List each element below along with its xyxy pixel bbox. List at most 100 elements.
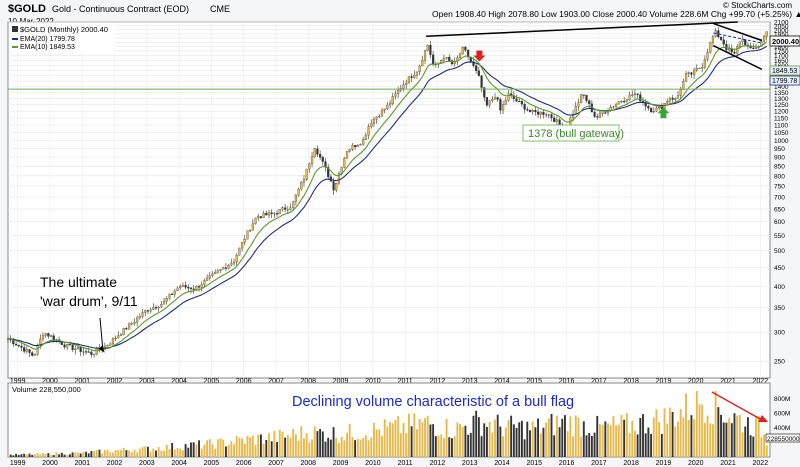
volume-bar [319,429,322,457]
candle-down [582,94,585,96]
candle-down [284,207,287,210]
volume-bar [324,441,327,457]
candle-up [351,145,354,150]
candle-up [442,58,445,61]
volume-bar [612,416,615,457]
year-tick-label: 2011 [398,378,413,385]
volume-bar [480,436,483,457]
candle-up [633,93,637,96]
candle-up [305,168,308,180]
candle-down [28,349,31,353]
candle-down [623,101,626,103]
year-tick-label: 2016 [559,378,575,385]
volume-bar [633,430,636,457]
candle-up [676,95,680,99]
volume-bar [146,446,149,457]
price-tick-label: 400 [774,284,785,291]
volume-bar [741,432,744,457]
candle-up [165,298,168,302]
volume-tick-label: 800M [774,396,790,403]
volume-bar [553,435,556,457]
volume-bar [693,419,696,457]
candle-up [300,181,303,190]
year-tick-label: 2008 [300,378,316,385]
candle-up [571,114,575,119]
candle-up [547,114,550,116]
candle-up [461,46,464,55]
volume-bar [128,450,131,457]
candle-up [701,67,704,69]
candle-up [491,98,494,101]
volume-bar [499,426,502,457]
volume-year-tick-label: 2019 [656,460,672,467]
year-tick-label: 2012 [430,378,446,385]
volume-bar [733,413,736,457]
volume-bar [749,435,752,457]
volume-bar [297,440,300,457]
annotation-bull-gateway: 1378 (bull gateway) [528,128,624,140]
year-tick-label: 2007 [268,378,284,385]
candle-up [308,163,311,170]
candle-up [343,158,346,168]
candle-down [321,157,324,162]
candle-down [496,97,499,100]
volume-bar [125,450,128,457]
candle-down [275,213,279,215]
volume-bar [539,433,542,457]
candle-up [555,119,558,122]
year-tick-label: 2004 [171,378,187,385]
candle-up [501,104,505,111]
candle-up [335,182,338,191]
candle-up [539,111,542,115]
volume-year-tick-label: 2022 [753,460,769,467]
volume-bar [335,437,338,457]
flag-dashed-line [713,32,763,44]
price-tick-label: 2100 [774,20,789,27]
volume-bar [284,437,287,457]
candle-up [394,93,397,97]
volume-bar [564,415,566,457]
volume-bar [394,419,397,457]
candle-down [585,94,588,101]
last-price-text: 2000.40 [772,37,799,46]
volume-bar [77,452,79,457]
volume-bar [523,439,526,457]
trendline-2 [713,22,763,42]
legend-main-swatch [12,26,18,32]
ema-lines [7,41,768,352]
candle-up [698,67,701,69]
candle-down [410,76,413,78]
volume-year-tick-label: 2014 [494,460,510,467]
price-tick-label: 1700 [774,53,789,60]
candle-down [475,65,478,71]
candle-down [536,111,540,115]
price-tick-label: 1100 [774,123,788,130]
volume-bar [502,436,505,457]
volume-bar [276,442,279,457]
ema10-badge [769,65,800,76]
candle-down [558,119,561,125]
volume-bar [679,409,682,457]
volume-bar [410,426,413,457]
price-tick-label: 500 [774,248,785,255]
candle-up [531,110,534,112]
candle-up [754,47,758,49]
candle-up [181,285,184,287]
price-tick-label: 1400 [774,84,789,91]
volume-bar [510,415,513,457]
volume-year-tick-label: 2011 [398,460,413,467]
volume-year-tick-label: 2002 [107,460,123,467]
candle-up [235,255,238,263]
volume-bar [545,422,548,457]
volume-bar [55,452,58,457]
candle-up [133,321,136,324]
candle-up [765,31,768,37]
candle-down [515,98,518,102]
price-tick-label: 650 [774,206,785,213]
candle-up [136,317,139,323]
price-tick-label: 800 [774,173,785,180]
candle-up [736,46,739,54]
candle-up [117,335,120,339]
candle-down [472,61,475,66]
candle-down [189,287,193,290]
